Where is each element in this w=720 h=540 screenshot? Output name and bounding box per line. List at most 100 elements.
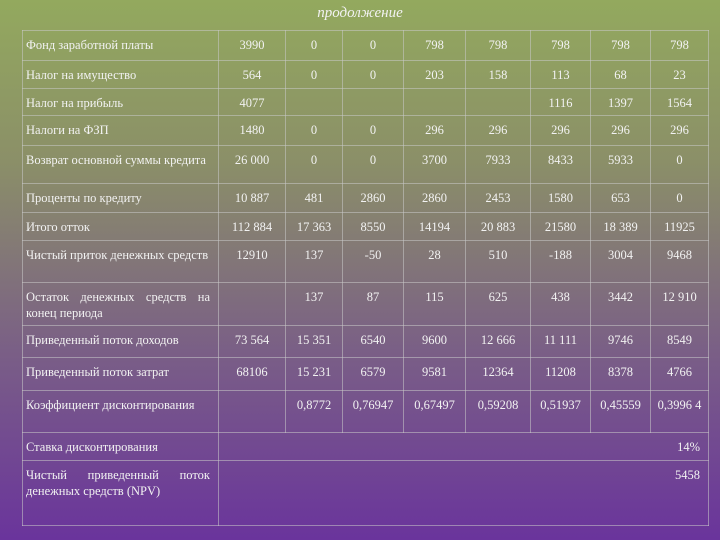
cell: 12364	[465, 357, 531, 391]
cell: 5458	[218, 460, 709, 526]
cell: 14194	[403, 212, 466, 241]
cell: 0	[650, 145, 709, 184]
cell: 0,59208	[465, 390, 531, 433]
table-row: Налоги на ФЗП 1480 0 0 296 296 296 296 296	[22, 115, 709, 146]
cell: 798	[465, 30, 531, 61]
cell: 9468	[650, 240, 709, 283]
row-label: Остаток денежных средств на конец период…	[22, 282, 219, 326]
cell: 653	[590, 183, 651, 213]
slide-title: продолжение	[317, 5, 403, 21]
cell: 296	[465, 115, 531, 146]
cell: -188	[530, 240, 591, 283]
cell: 2860	[403, 183, 466, 213]
cell: 564	[218, 60, 286, 89]
cell: 112 884	[218, 212, 286, 241]
cell: 11 111	[530, 325, 591, 358]
cell: 296	[650, 115, 709, 146]
cell: 158	[465, 60, 531, 89]
cell: 0	[342, 145, 404, 184]
cell: 14%	[218, 432, 709, 461]
cell: 18 389	[590, 212, 651, 241]
row-label: Налог на прибыль	[22, 88, 219, 116]
cell: 12 910	[650, 282, 709, 326]
cell: 73 564	[218, 325, 286, 358]
cell: 26 000	[218, 145, 286, 184]
cell: 798	[403, 30, 466, 61]
cell	[342, 88, 404, 116]
cell: 6540	[342, 325, 404, 358]
table-row: Приведенный поток доходов 73 564 15 351 654…	[22, 325, 709, 358]
table-row: Чистый приведенный поток денежных средст…	[22, 460, 709, 526]
cell: 296	[590, 115, 651, 146]
cell: 8378	[590, 357, 651, 391]
cell: 10 887	[218, 183, 286, 213]
table-row: Чистый приток денежных средств 12910 137 -5…	[22, 240, 709, 283]
cell: 4766	[650, 357, 709, 391]
cell: 68	[590, 60, 651, 89]
table-row: Фонд заработной платы 3990 0 0 798 798 798 798 7…	[22, 30, 709, 61]
cell: 20 883	[465, 212, 531, 241]
cell: 87	[342, 282, 404, 326]
cell: 28	[403, 240, 466, 283]
cell: 0,3996 4	[650, 390, 709, 433]
table-row: Итого отток 112 884 17 363 8550 14194 20 883 2…	[22, 212, 709, 241]
cell: 0	[285, 145, 343, 184]
table-row: Остаток денежных средств на конец период…	[22, 282, 709, 326]
cell: 481	[285, 183, 343, 213]
cell: 9746	[590, 325, 651, 358]
cell: 8549	[650, 325, 709, 358]
cell: 0,76947	[342, 390, 404, 433]
table-row: Налог на прибыль 4077 1116 1397 1564	[22, 88, 709, 116]
cell: 3004	[590, 240, 651, 283]
cell: 510	[465, 240, 531, 283]
cell	[403, 88, 466, 116]
table-row: Коэффициент дисконтирования 0,8772 0,76947…	[22, 390, 709, 433]
cell: 12910	[218, 240, 286, 283]
row-label: Чистый приведенный поток денежных средст…	[22, 460, 219, 526]
cell: 115	[403, 282, 466, 326]
cell: 3442	[590, 282, 651, 326]
cell: 0	[285, 30, 343, 61]
cell: 296	[530, 115, 591, 146]
cell: 0,51937	[530, 390, 591, 433]
table-row: Приведенный поток затрат 68106 15 231 6579 9…	[22, 357, 709, 391]
row-label: Коэффициент дисконтирования	[22, 390, 219, 433]
row-label: Возврат основной суммы кредита	[22, 145, 219, 184]
cash-flow-table: Фонд заработной платы 3990 0 0 798 798 798 798 7…	[22, 30, 709, 526]
cell: 9600	[403, 325, 466, 358]
cell: 8433	[530, 145, 591, 184]
cell: 0,8772	[285, 390, 343, 433]
cell: 12 666	[465, 325, 531, 358]
row-label: Налоги на ФЗП	[22, 115, 219, 146]
cell: 137	[285, 282, 343, 326]
cell: 203	[403, 60, 466, 89]
row-label: Налог на имущество	[22, 60, 219, 89]
cell: 0	[342, 60, 404, 89]
cell: 6579	[342, 357, 404, 391]
cell: 0	[342, 115, 404, 146]
cell: 0,67497	[403, 390, 466, 433]
cell: 8550	[342, 212, 404, 241]
cell: 1564	[650, 88, 709, 116]
cell	[218, 282, 286, 326]
cell: 5933	[590, 145, 651, 184]
cell: 2453	[465, 183, 531, 213]
cell	[285, 88, 343, 116]
cell: 15 231	[285, 357, 343, 391]
cell: 17 363	[285, 212, 343, 241]
cell: 625	[465, 282, 531, 326]
cell: 137	[285, 240, 343, 283]
cell: 3990	[218, 30, 286, 61]
cell: 798	[530, 30, 591, 61]
cell: 3700	[403, 145, 466, 184]
row-label: Приведенный поток доходов	[22, 325, 219, 358]
cell: 1397	[590, 88, 651, 116]
cell: 798	[590, 30, 651, 61]
cell: 23	[650, 60, 709, 89]
table-row: Ставка дисконтирования 14%	[22, 432, 709, 461]
cell: 1480	[218, 115, 286, 146]
cell: 0	[650, 183, 709, 213]
cell: 7933	[465, 145, 531, 184]
row-label: Ставка дисконтирования	[22, 432, 219, 461]
